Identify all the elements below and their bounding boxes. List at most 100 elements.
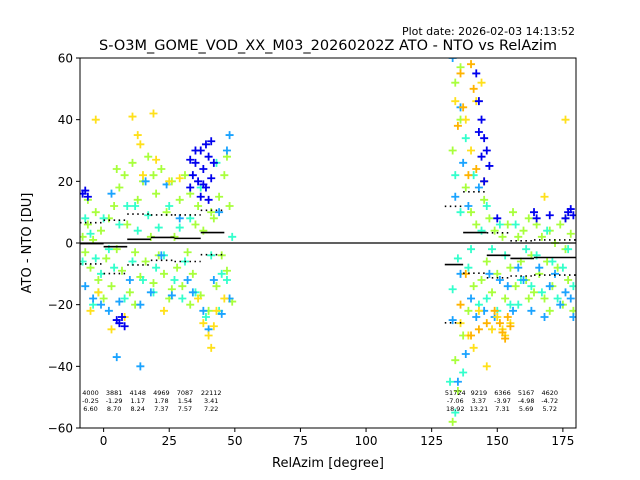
data-point-lime [448, 417, 457, 426]
data-point-cyan [456, 208, 465, 217]
data-point-yellow [175, 174, 184, 183]
data-point-lime [564, 276, 573, 284]
bin-annotation-text: 1.54 [178, 397, 192, 405]
data-point-azure [472, 313, 481, 321]
y-tick-label: 40 [58, 113, 73, 127]
data-point-blue [83, 192, 92, 201]
data-point-lime [86, 263, 95, 272]
data-point-azure [535, 263, 544, 272]
data-point-blue [474, 128, 483, 136]
data-point-lime [537, 232, 546, 241]
data-point-lime [94, 276, 103, 284]
bin-annotation-text: 3.41 [204, 397, 218, 405]
data-point-yellow [136, 140, 145, 149]
data-point-blue [493, 214, 502, 223]
data-point-cyan [453, 254, 462, 263]
data-point-azure [540, 313, 549, 321]
data-point-yellow [159, 306, 168, 315]
data-point-blue [115, 319, 124, 328]
data-point-cyan [86, 229, 95, 238]
y-tick-label: 0 [65, 237, 73, 251]
data-point-yellow [477, 78, 486, 87]
data-point-azure [89, 294, 98, 303]
data-point-lime [519, 226, 528, 235]
data-point-cyan [446, 377, 455, 386]
data-point-blue [191, 146, 200, 155]
data-point-azure [167, 291, 176, 300]
data-point-lime [180, 171, 189, 180]
data-point-lime [128, 158, 137, 167]
data-point-azure [527, 306, 536, 315]
data-point-yellow [451, 97, 460, 106]
data-point-blue [569, 211, 576, 220]
bin-statistics [80, 191, 576, 324]
data-point-yellow [474, 306, 483, 315]
bin-annotation-text: 5.72 [543, 405, 557, 413]
data-point-lime [461, 183, 470, 192]
data-point-azure [157, 251, 166, 260]
data-point-azure [183, 276, 192, 284]
data-point-azure [115, 297, 124, 306]
data-point-yellow [107, 325, 116, 334]
data-point-azure [519, 276, 528, 284]
data-point-cyan [228, 232, 237, 241]
data-point-orange [456, 69, 465, 78]
y-axis-ticks: −60 −40 −20 0 20 40 60 [48, 52, 80, 436]
data-point-blue [188, 171, 197, 180]
data-point-yellow [561, 115, 570, 124]
data-point-blue [482, 146, 491, 155]
data-point-azure [136, 362, 145, 371]
data-point-cyan [461, 134, 470, 143]
data-point-orange [459, 103, 468, 112]
data-point-lime [530, 288, 539, 297]
data-point-azure [141, 177, 150, 186]
bin-annotation-text: -4.98 [518, 397, 535, 405]
x-tick-label: 0 [100, 434, 108, 448]
data-point-blue [530, 208, 539, 217]
bin-annotation-text: -1.29 [106, 397, 123, 405]
bin-annotation-text: 22112 [201, 389, 222, 397]
data-point-lime [149, 279, 158, 288]
data-point-cyan [133, 226, 142, 235]
data-point-azure [566, 294, 575, 303]
data-point-yellow [128, 112, 137, 121]
data-point-blue [561, 214, 570, 223]
data-point-cyan [201, 313, 210, 321]
data-point-azure [215, 208, 224, 217]
data-point-lime [448, 146, 457, 155]
data-point-blue [209, 158, 218, 167]
data-point-blue [566, 205, 575, 214]
data-point-yellow [94, 288, 103, 297]
data-point-lime [83, 220, 92, 229]
data-point-yellow [133, 131, 142, 140]
bin-annotation-text: 7.22 [204, 405, 218, 413]
data-point-lime [178, 282, 187, 291]
data-point-lime [152, 189, 161, 198]
data-point-lime [112, 165, 121, 173]
data-point-cyan [482, 202, 491, 210]
x-tick-label: 125 [420, 434, 443, 448]
data-point-yellow [152, 155, 161, 164]
data-point-azure [474, 183, 483, 192]
data-point-cyan [511, 220, 520, 229]
bin-annotation-text: 18.92 [446, 405, 465, 413]
plot-date-label: Plot date: 2026-02-03 14:13:52 [402, 25, 575, 38]
data-point-lime [556, 220, 565, 229]
data-point-cyan [569, 282, 576, 291]
bin-annotation-text: 1.17 [130, 397, 144, 405]
data-point-orange [495, 319, 504, 328]
data-point-orange [456, 300, 465, 309]
data-point-blue [194, 177, 203, 186]
x-tick-label: 50 [227, 434, 242, 448]
data-point-lime [131, 248, 140, 257]
data-point-blue [477, 152, 486, 161]
data-point-lime [488, 288, 497, 297]
data-point-azure [453, 377, 462, 386]
data-point-blue [207, 174, 216, 183]
data-point-cyan [170, 276, 179, 284]
data-point-lime [141, 257, 150, 266]
data-point-azure [509, 306, 518, 315]
data-point-cyan [537, 288, 546, 297]
data-point-cyan [120, 294, 129, 303]
